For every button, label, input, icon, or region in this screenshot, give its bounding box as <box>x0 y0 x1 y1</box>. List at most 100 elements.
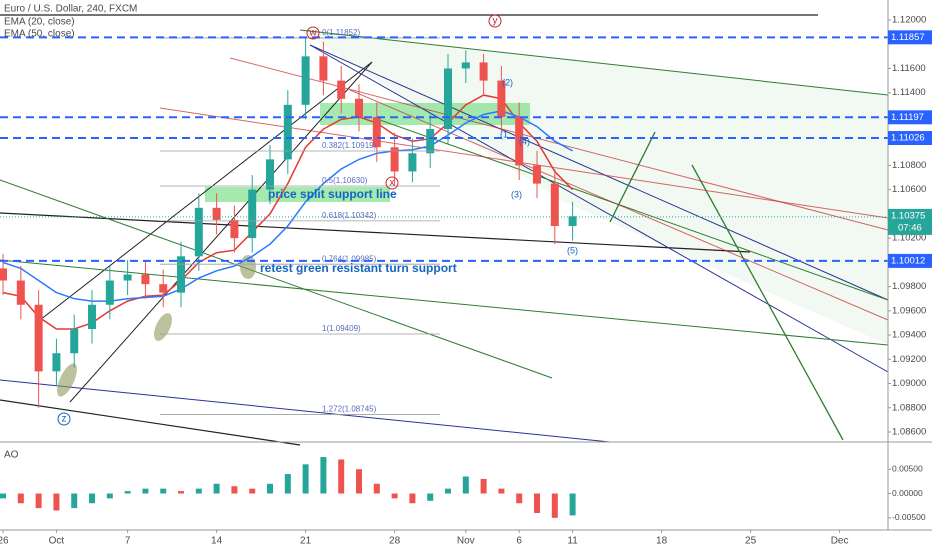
level-label: 1.11026 <box>891 133 925 144</box>
wave-label: z <box>62 414 67 425</box>
candle-body <box>212 207 221 220</box>
countdown: 07:46 <box>898 222 922 233</box>
ao-bar <box>0 493 7 499</box>
ao-bar <box>89 493 96 504</box>
trend-line <box>309 44 889 301</box>
marker-ellipse <box>57 363 77 397</box>
ao-bar <box>142 488 149 494</box>
ao-bar <box>338 459 345 494</box>
candle-body <box>177 256 186 293</box>
x-tick-label: 6 <box>516 536 522 547</box>
wave-label: w <box>308 28 317 39</box>
annotation: retest green resistant turn support <box>260 261 457 275</box>
trend-line <box>691 164 844 441</box>
wave-circle <box>57 412 71 426</box>
y-tick-label: 1.09600 <box>892 305 926 316</box>
wave-label: (5) <box>567 245 578 255</box>
candle-body <box>444 68 453 130</box>
y-tick-label: 1.10800 <box>892 160 926 171</box>
price-label: 1.10375 <box>891 210 925 221</box>
fib-label: 0.764(1.09985) <box>322 254 377 263</box>
candle-body <box>461 62 470 69</box>
plot: 0(1.11852) 0.382(1.10919) 0.5(1.10630) 0.61… <box>0 28 888 518</box>
wave-circle <box>385 176 399 190</box>
price-tag <box>888 208 932 235</box>
fib-label: 1.272(1.08745) <box>322 405 377 414</box>
level-label: 1.11197 <box>891 112 924 123</box>
y-tick-label: 1.08800 <box>892 402 926 413</box>
level-tag <box>888 30 932 45</box>
trend-line <box>609 131 656 223</box>
ao-bar <box>53 493 60 511</box>
time-axis-bg <box>0 530 932 550</box>
y-tick-label: 1.09800 <box>892 281 926 292</box>
ao-bar <box>231 486 238 494</box>
trend-line <box>159 107 889 219</box>
ao-bar <box>249 488 256 494</box>
ao-bar <box>71 493 78 509</box>
wave-circle <box>488 14 502 28</box>
wave-circle <box>306 26 320 40</box>
candle-body <box>34 304 43 372</box>
candle-body <box>337 80 346 99</box>
trend-line <box>0 399 301 446</box>
y-tick-label: 1.09000 <box>892 378 926 389</box>
candle-body <box>105 280 114 305</box>
trend-line <box>69 61 373 403</box>
ao-bar <box>551 493 558 518</box>
ao-bar <box>178 491 185 494</box>
wave-label: (4) <box>519 136 530 146</box>
ao-bar <box>462 476 469 494</box>
y-tick-label: 1.11400 <box>892 87 926 98</box>
highlight-box <box>320 103 530 125</box>
x-tick-label: 21 <box>300 536 312 547</box>
price-axis-bg <box>888 0 932 550</box>
annotation: price split support line <box>268 187 397 201</box>
ao-bar <box>356 469 363 494</box>
x-tick-label: 7 <box>125 536 131 547</box>
x-tick-label: 26 <box>0 536 9 547</box>
y-tick-label: 1.08600 <box>892 427 926 438</box>
wave-label: (3) <box>511 189 522 199</box>
candle-body <box>497 80 506 117</box>
trend-line <box>0 259 889 346</box>
candle-body <box>230 219 239 239</box>
candle-body <box>533 165 542 184</box>
x-tick-label: 11 <box>567 536 578 547</box>
ao-bar <box>284 474 291 494</box>
candle-body <box>194 207 203 257</box>
fib-label: 0.5(1.10630) <box>322 176 368 185</box>
pane-title: AO <box>4 450 19 461</box>
y-tick-label: 0.00000 <box>892 488 923 498</box>
candle-body <box>141 274 150 285</box>
ao-bar <box>302 464 309 494</box>
ao-bar <box>106 493 113 499</box>
wave-label: (1 <box>500 129 508 139</box>
trend-line <box>39 61 373 321</box>
ao-bar <box>35 493 42 509</box>
wave-label: y <box>493 16 498 27</box>
candle-body <box>568 216 577 226</box>
y-tick-label: 1.12000 <box>892 15 926 26</box>
ao-bar <box>480 478 487 494</box>
candle-body <box>372 116 381 148</box>
x-tick-label: 18 <box>656 536 668 547</box>
ao-bar <box>373 483 380 494</box>
y-tick-label: -0.00500 <box>892 512 926 522</box>
y-tick-label: 1.10600 <box>892 184 926 195</box>
trend-line <box>0 179 553 379</box>
level-tag <box>888 131 932 146</box>
candle-body <box>283 104 292 160</box>
candle-body <box>301 56 310 105</box>
candle-body <box>355 98 364 117</box>
trend-line <box>309 44 889 373</box>
ao-bar <box>124 491 131 494</box>
ao-bar <box>498 488 505 494</box>
ao-bar <box>409 493 416 504</box>
chart-title: Euro / U.S. Dollar, 240, FXCM <box>4 4 137 15</box>
candle-body <box>550 183 559 226</box>
candle-body <box>16 280 25 305</box>
level-label: 1.10012 <box>891 255 925 266</box>
ao-bar <box>267 483 274 494</box>
x-tick-label: 25 <box>745 536 757 547</box>
